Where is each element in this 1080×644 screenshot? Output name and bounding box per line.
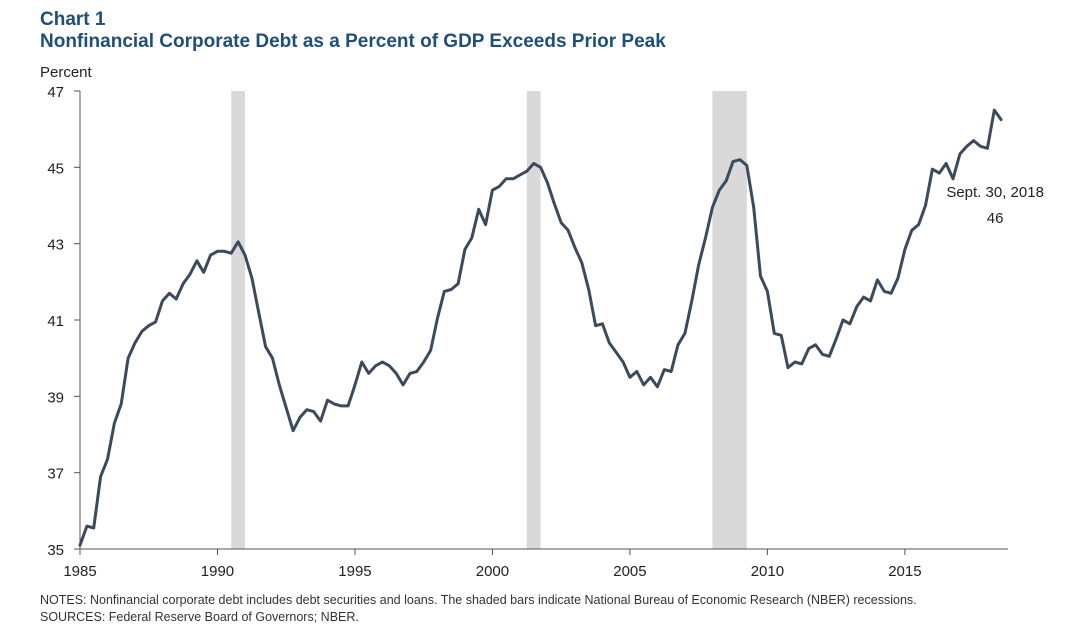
- y-axis-label: Percent: [40, 64, 92, 81]
- y-tick-label: 47: [47, 84, 64, 101]
- sources-text: SOURCES: Federal Reserve Board of Govern…: [40, 610, 359, 624]
- recession-bar-1: [231, 91, 245, 549]
- y-tick-label: 37: [47, 466, 64, 483]
- x-tick-label: 2015: [888, 563, 921, 580]
- recession-bars: [231, 91, 747, 549]
- footnotes: NOTES: Nonfinancial corporate debt inclu…: [40, 592, 917, 626]
- annotation-value: 46: [987, 210, 1004, 227]
- x-tick-label: 1985: [63, 563, 96, 580]
- line-chart: 35 37 39 41 43 45 47 1985 1990 1995 2000 2005 2010 20…: [47, 84, 1044, 580]
- annotation: Sept. 30, 2018 46: [946, 184, 1044, 227]
- data-series: [78, 108, 1003, 547]
- y-tick-label: 41: [47, 313, 64, 330]
- recession-bar-2: [526, 91, 541, 549]
- y-tick-label: 45: [47, 160, 64, 177]
- chart-title: Nonfinancial Corporate Debt as a Percent…: [40, 31, 666, 52]
- y-tick-label: 43: [47, 237, 64, 254]
- x-tick-label: 2000: [476, 563, 509, 580]
- chart-number-label: Chart 1: [40, 9, 106, 30]
- y-tick-label: 39: [47, 389, 64, 406]
- notes-text: NOTES: Nonfinancial corporate debt inclu…: [40, 593, 917, 607]
- x-tick-label: 2010: [751, 563, 784, 580]
- axes: 35 37 39 41 43 45 47 1985 1990 1995 2000 2005 2010 20…: [47, 84, 1008, 580]
- x-tick-label: 2005: [613, 563, 646, 580]
- series-line-1: [78, 108, 1003, 547]
- y-tick-label: 35: [47, 542, 64, 559]
- x-tick-label: 1990: [201, 563, 234, 580]
- annotation-date: Sept. 30, 2018: [946, 184, 1044, 201]
- x-tick-label: 1995: [338, 563, 371, 580]
